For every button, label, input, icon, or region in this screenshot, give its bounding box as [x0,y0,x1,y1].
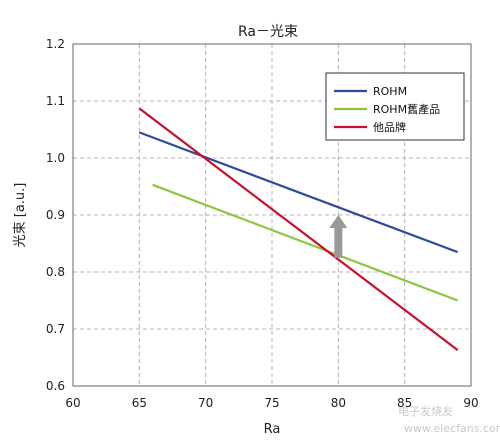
x-axis-ticks: 60 65 70 75 80 85 90 [65,396,478,410]
watermark-text: 电子发烧友 [398,404,453,418]
y-tick-label: 1.1 [46,94,65,108]
x-tick-label: 85 [397,396,412,410]
y-tick-label: 0.6 [46,379,65,393]
x-tick-label: 70 [198,396,213,410]
annotation-arrow [329,215,348,258]
y-tick-label: 0.8 [46,265,65,279]
y-tick-label: 0.7 [46,322,65,336]
x-tick-label: 65 [132,396,147,410]
chart-title: Ra－光束 [238,24,298,40]
legend-label: ROHM [373,85,407,98]
up-arrow-icon [329,215,348,258]
legend-box [325,72,465,141]
x-tick-label: 75 [264,396,279,410]
series-lines [138,107,459,351]
x-tick-label: 60 [65,396,80,410]
plot-frame [72,43,472,387]
y-tick-label: 1.2 [46,37,65,51]
legend-label: ROHM舊產品 [373,102,440,116]
x-axis-label: Ra [264,422,281,437]
y-axis-ticks: 0.6 0.7 0.8 0.9 1.0 1.1 1.2 [46,37,65,393]
series-line [138,131,459,254]
x-tick-label: 90 [463,396,478,410]
watermark: 电子发烧友 www.elecfans.com [398,404,500,435]
legend-label: 他品牌 [373,120,406,134]
y-tick-label: 1.0 [46,151,65,165]
y-axis-label: 光束 [a.u.] [13,183,28,248]
x-tick-label: 80 [331,396,346,410]
series-line [138,107,459,351]
series-line [152,183,459,302]
y-tick-label: 0.9 [46,208,65,222]
watermark-url: www.elecfans.com [404,422,500,435]
